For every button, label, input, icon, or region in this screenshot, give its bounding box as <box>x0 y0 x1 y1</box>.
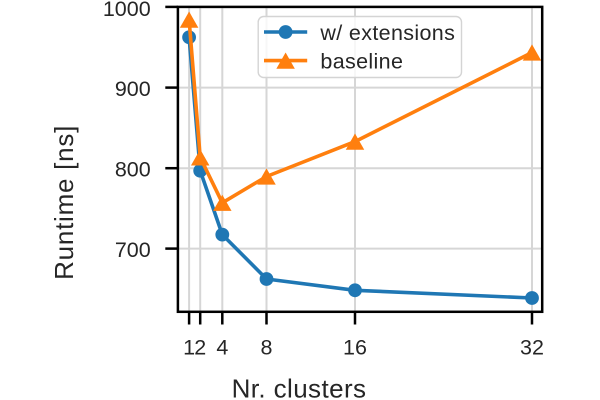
svg-text:2: 2 <box>194 335 206 359</box>
svg-text:32: 32 <box>520 335 544 359</box>
svg-text:w/ extensions: w/ extensions <box>319 21 455 45</box>
svg-text:Nr. clusters: Nr. clusters <box>232 374 367 400</box>
svg-text:Runtime [ns]: Runtime [ns] <box>49 125 79 280</box>
svg-text:4: 4 <box>216 335 228 359</box>
svg-text:8: 8 <box>261 335 273 359</box>
svg-text:1000: 1000 <box>103 0 151 21</box>
svg-text:1: 1 <box>183 335 195 359</box>
svg-text:16: 16 <box>343 335 367 359</box>
svg-text:900: 900 <box>115 77 151 101</box>
svg-text:700: 700 <box>115 238 151 262</box>
svg-text:800: 800 <box>115 158 151 182</box>
svg-text:baseline: baseline <box>320 49 403 73</box>
